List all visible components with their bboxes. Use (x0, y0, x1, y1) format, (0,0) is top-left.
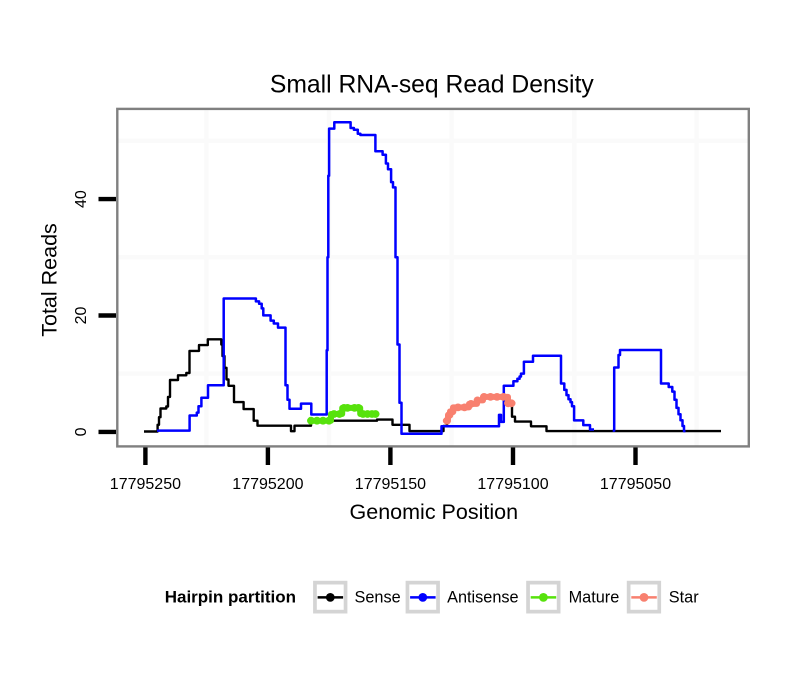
svg-text:Star: Star (669, 588, 699, 606)
svg-text:17795050: 17795050 (600, 476, 671, 493)
svg-text:Sense: Sense (355, 588, 401, 606)
svg-text:17795100: 17795100 (477, 476, 548, 493)
svg-text:17795150: 17795150 (355, 476, 426, 493)
svg-text:40: 40 (73, 190, 90, 208)
svg-text:20: 20 (73, 307, 90, 325)
svg-text:17795200: 17795200 (232, 476, 303, 493)
svg-text:Mature: Mature (569, 588, 620, 606)
svg-text:17795250: 17795250 (110, 476, 181, 493)
svg-text:0: 0 (73, 427, 90, 436)
svg-text:Antisense: Antisense (447, 588, 519, 606)
svg-text:Genomic Position: Genomic Position (350, 500, 519, 524)
svg-text:Hairpin partition: Hairpin partition (165, 588, 296, 607)
svg-text:Total Reads: Total Reads (38, 223, 62, 337)
svg-text:Small RNA-seq Read Density: Small RNA-seq Read Density (270, 71, 594, 98)
